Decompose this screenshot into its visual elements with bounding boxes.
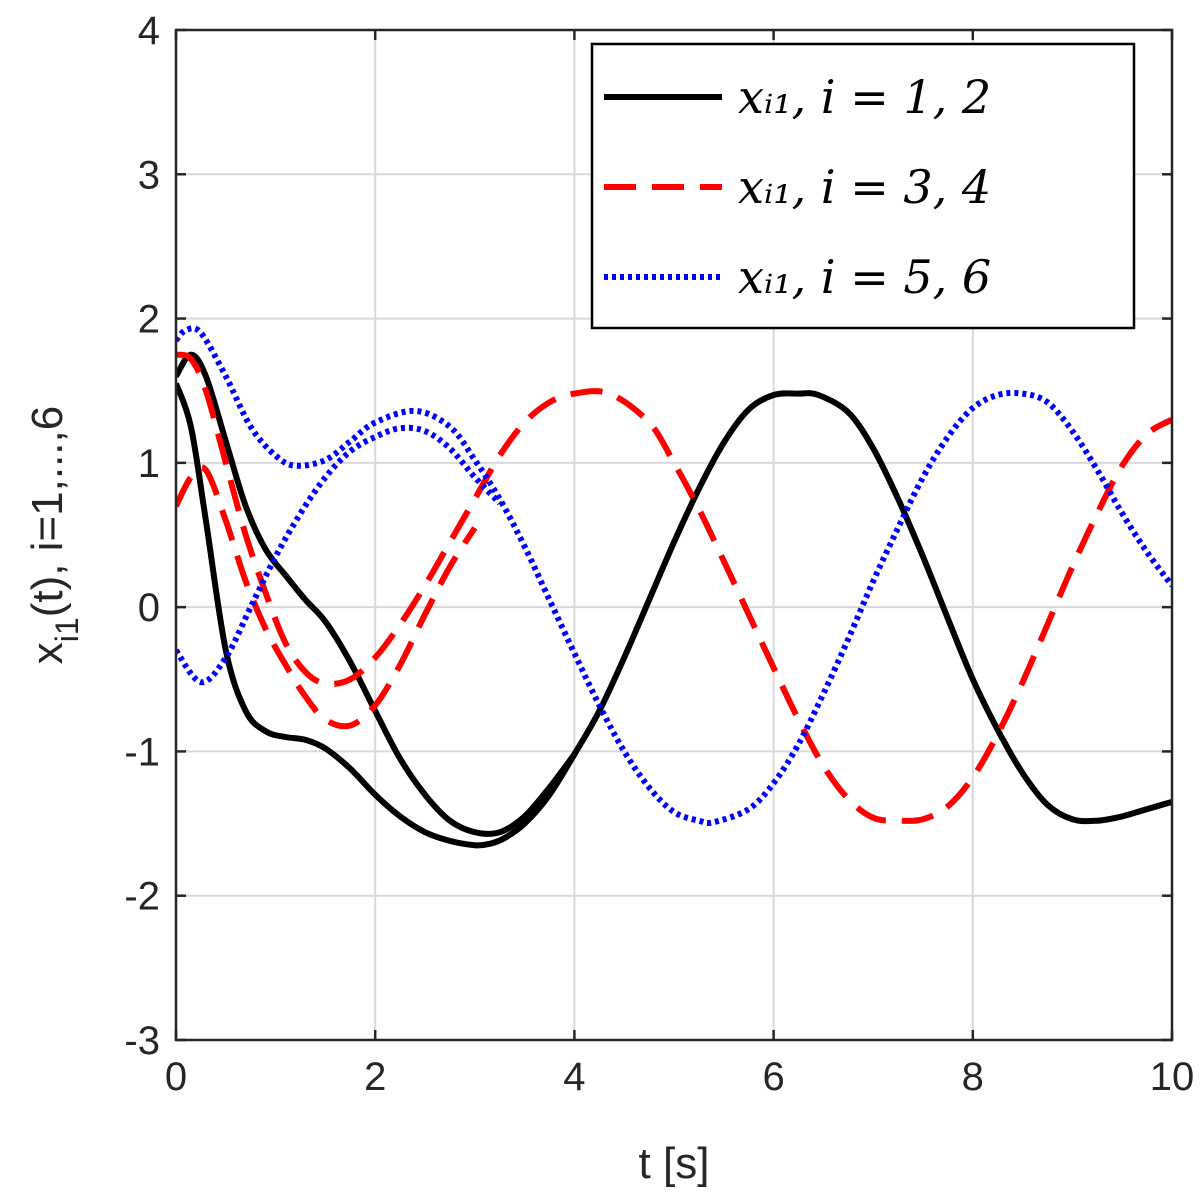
legend-label-1: xᵢ₁, i = 1, 2 <box>738 70 991 124</box>
plot-area-frame <box>174 28 1174 1042</box>
legend-label-3: xᵢ₁, i = 5, 6 <box>738 250 991 304</box>
series-line-5 <box>176 325 1172 826</box>
x-tick-label: 10 <box>1150 1055 1195 1099</box>
x-tick-label: 6 <box>762 1055 784 1099</box>
y-axis-label: xi1(t), i=1,...,6 <box>23 406 85 664</box>
y-tick-label: 1 <box>138 442 160 486</box>
x-tick-label: 0 <box>165 1055 187 1099</box>
y-tick-label: 3 <box>138 153 160 197</box>
series-line-2 <box>176 351 577 837</box>
legend: xᵢ₁, i = 1, 2 xᵢ₁, i = 3, 4 xᵢ₁, i = 5, 6 <box>590 42 1136 330</box>
series-line-6 <box>176 424 502 686</box>
x-axis-label: t [s] <box>639 1139 710 1188</box>
y-tick-label: 0 <box>138 586 160 630</box>
series-line-3 <box>176 351 1172 824</box>
series-line-4 <box>176 464 478 730</box>
series-layer <box>176 325 1172 849</box>
y-tick-label: 4 <box>138 9 160 53</box>
legend-label-2: xᵢ₁, i = 3, 4 <box>738 160 991 214</box>
y-tick-label: -2 <box>124 875 160 919</box>
series-line-1 <box>176 382 1172 849</box>
x-tick-label: 2 <box>364 1055 386 1099</box>
axis-ticks <box>174 28 1174 1042</box>
y-tick-label: -3 <box>124 1019 160 1063</box>
tick-labels: 0 2 4 6 8 10 -3 -2 -1 0 1 2 3 4 <box>124 9 1194 1099</box>
x-tick-label: 8 <box>962 1055 984 1099</box>
y-tick-label: 2 <box>138 298 160 342</box>
x-tick-label: 4 <box>563 1055 585 1099</box>
y-tick-label: -1 <box>124 730 160 774</box>
